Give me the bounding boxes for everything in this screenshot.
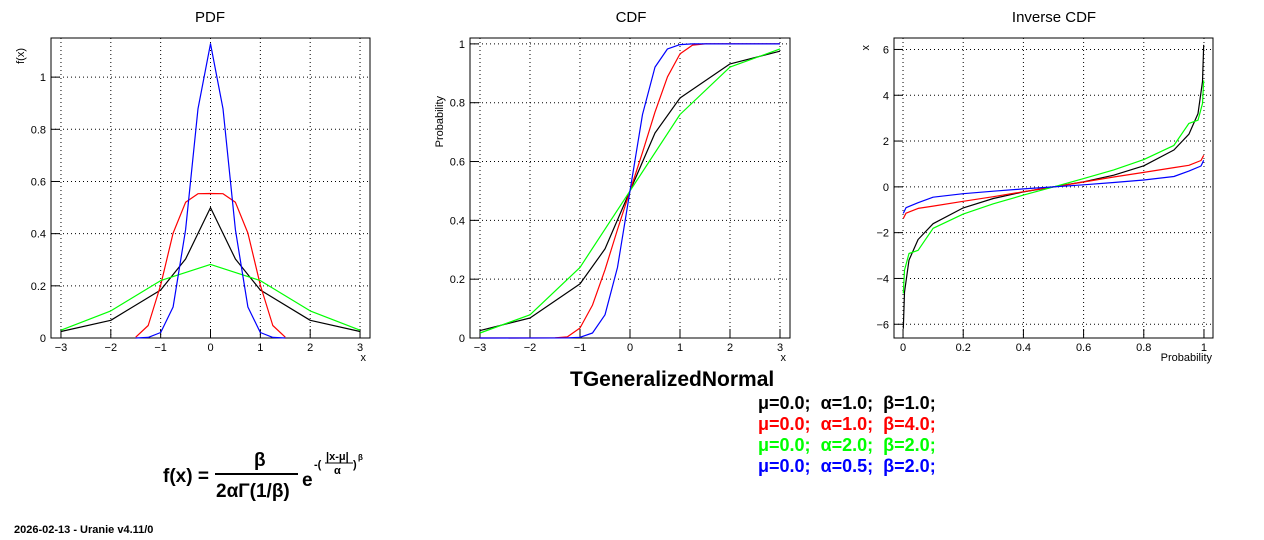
y-tick-label: 0.2 (450, 274, 465, 286)
formula-exp-power: β (358, 453, 363, 462)
y-tick-label: −2 (876, 228, 889, 240)
x-tick-label: 0 (207, 342, 213, 354)
x-tick-label: 0.8 (1136, 342, 1151, 354)
y-tick-label: 1 (459, 39, 465, 51)
param-alpha: α=1.0; (820, 393, 874, 413)
param-beta: β=2.0; (883, 435, 936, 455)
y-tick-label: 0.4 (450, 215, 465, 227)
param-alpha: α=2.0; (820, 435, 874, 455)
series-line-3 (135, 43, 286, 339)
param-row: μ=0.0; α=1.0; β=1.0; (758, 393, 936, 414)
y-tick-label: 6 (883, 44, 889, 56)
y-axis-label: f(x) (15, 48, 27, 64)
x-tick-label: 3 (357, 342, 363, 354)
x-axis-label: x (361, 352, 367, 364)
x-axis-label: x (781, 352, 787, 364)
y-tick-label: 4 (883, 90, 889, 102)
x-tick-label: −3 (55, 342, 68, 354)
formula-exp-den: α (334, 465, 341, 477)
y-tick-label: 0.2 (31, 281, 46, 293)
param-beta: β=4.0; (883, 414, 936, 434)
x-tick-label: −1 (154, 342, 167, 354)
x-tick-label: 1 (677, 342, 683, 354)
plot-2: Inverse CDF 0 0.2 0.4 0.6 0.8 1 −6 −4 −2 0 2 4 6 Proba… (860, 9, 1214, 364)
x-tick-label: 2 (307, 342, 313, 354)
y-tick-label: 0 (40, 333, 46, 345)
x-tick-label: 0.6 (1076, 342, 1091, 354)
y-tick-label: 0 (459, 333, 465, 345)
x-tick-label: 1 (1201, 342, 1207, 354)
series-line-0 (60, 207, 361, 333)
formula-exp-close: ) (353, 459, 357, 471)
x-tick-label: 3 (777, 342, 783, 354)
y-tick-label: −4 (876, 273, 889, 285)
x-tick-label: 1 (257, 342, 263, 354)
formula-denominator: 2αΓ(1/β) (216, 481, 290, 502)
param-beta: β=2.0; (883, 456, 936, 476)
param-mu: μ=0.0; (758, 456, 811, 476)
param-row: μ=0.0; α=1.0; β=4.0; (758, 414, 936, 435)
param-mu: μ=0.0; (758, 393, 811, 413)
formula-base: e (302, 470, 313, 491)
y-tick-label: 0.4 (31, 229, 46, 241)
plot-title: PDF (195, 9, 225, 26)
formula-exp-num: |x-μ| (326, 451, 349, 463)
series-line-3 (902, 160, 1205, 214)
plot-title: Inverse CDF (1012, 9, 1096, 26)
x-tick-label: −3 (474, 342, 487, 354)
param-mu: μ=0.0; (758, 414, 811, 434)
plot-1: CDF −3 −2 −1 0 1 2 3 0 0.2 0.4 0.6 0.8 1 x Probability (434, 9, 791, 364)
y-tick-label: 2 (883, 136, 889, 148)
y-axis-label: Probability (434, 96, 446, 148)
series-line-3 (479, 43, 780, 339)
param-alpha: α=1.0; (820, 414, 874, 434)
y-axis-label: x (860, 45, 872, 51)
param-mu: μ=0.0; (758, 435, 811, 455)
y-tick-label: 0.6 (450, 157, 465, 169)
x-tick-label: 2 (727, 342, 733, 354)
x-tick-label: 0.2 (956, 342, 971, 354)
footer-version: 2026-02-13 - Uranie v4.11/0 (14, 524, 154, 536)
x-tick-label: −1 (574, 342, 587, 354)
x-tick-label: 0 (900, 342, 906, 354)
formula-numerator: β (254, 450, 266, 471)
plot-0: PDF −3 −2 −1 0 1 2 3 0 0.2 0.4 0.6 0.8 1 x f(x) (15, 9, 371, 364)
param-beta: β=1.0; (883, 393, 936, 413)
y-tick-label: 0.8 (31, 124, 46, 136)
param-row: μ=0.0; α=0.5; β=2.0; (758, 456, 936, 477)
x-tick-label: −2 (105, 342, 118, 354)
y-tick-label: 0.8 (450, 98, 465, 110)
formula-exp-sign: -( (314, 459, 322, 471)
param-alpha: α=0.5; (820, 456, 874, 476)
main-title: TGeneralizedNormal (570, 368, 775, 391)
y-tick-label: 1 (40, 72, 46, 84)
x-tick-label: 0 (627, 342, 633, 354)
y-tick-label: 0.6 (31, 176, 46, 188)
x-tick-label: −2 (524, 342, 537, 354)
parameter-legend: μ=0.0; α=1.0; β=1.0; μ=0.0; α=1.0; β=4.0… (758, 393, 936, 477)
y-tick-label: −6 (876, 319, 889, 331)
x-axis-label: Probability (1161, 352, 1213, 364)
x-tick-label: 0.4 (1016, 342, 1031, 354)
param-row: μ=0.0; α=2.0; β=2.0; (758, 435, 936, 456)
plot-frame (893, 37, 1214, 339)
formula-lhs: f(x) = (163, 466, 209, 487)
series-line-2 (60, 263, 361, 331)
y-tick-label: 0 (883, 182, 889, 194)
plot-title: CDF (616, 9, 647, 26)
pdf-formula: f(x) = β 2αΓ(1/β) e -( |x-μ| α ) β (163, 450, 363, 502)
series-line-1 (135, 192, 286, 338)
